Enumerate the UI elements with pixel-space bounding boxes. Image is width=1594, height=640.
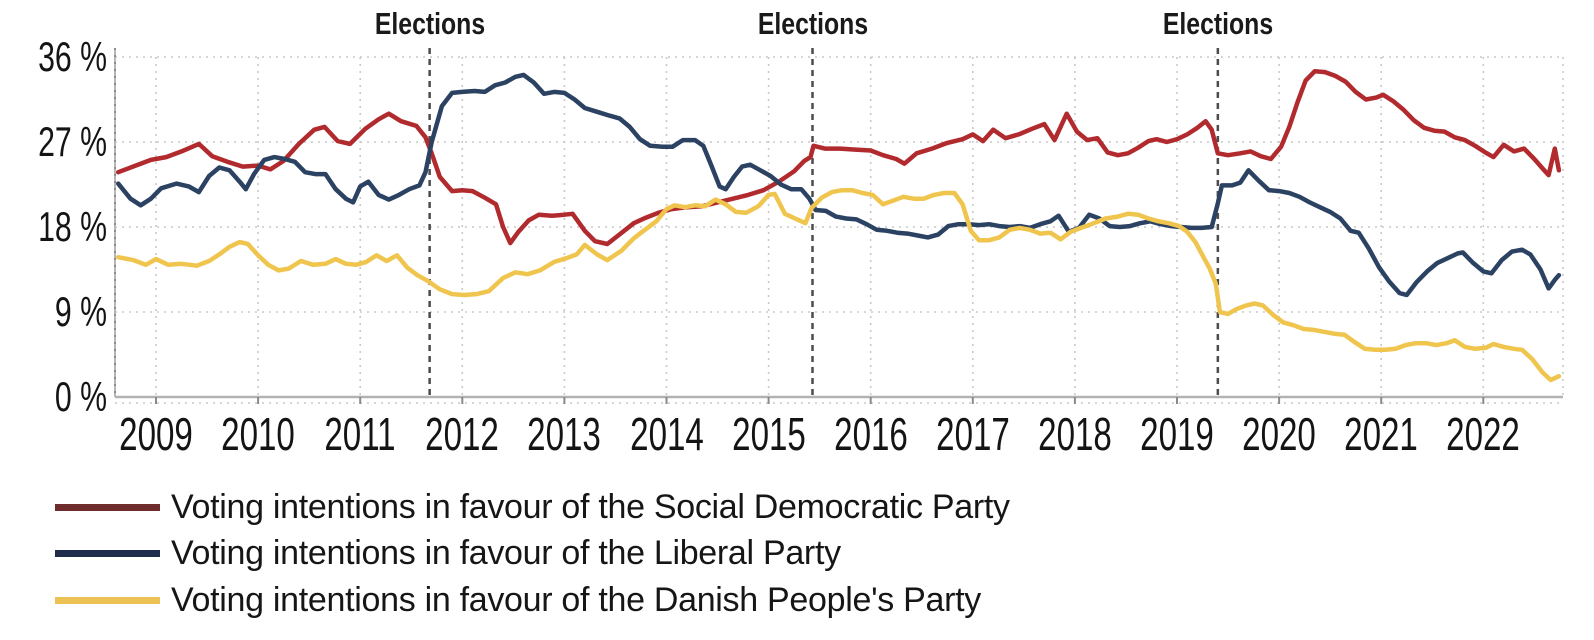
y-axis-tick-label: 0 %: [54, 373, 107, 420]
x-axis-tick-label: 2012: [425, 408, 500, 460]
y-axis-tick-label: 36 %: [38, 33, 107, 80]
election-label: Elections: [374, 6, 485, 41]
series-line-1: [115, 68, 1562, 247]
x-axis-tick-label: 2011: [324, 408, 396, 460]
x-axis-tick-label: 2018: [1038, 408, 1112, 460]
x-axis-tick-label: 2013: [527, 408, 602, 460]
legend-item-label: Voting intentions in favour of the Danis…: [171, 581, 981, 619]
x-axis-tick-label: 2019: [1140, 408, 1214, 460]
legend-line-swatch-danish-peoples: [55, 596, 160, 604]
legend-item: Voting intentions in favour of the Liber…: [55, 533, 841, 573]
legend-item: Voting intentions in favour of the Socia…: [55, 487, 1010, 527]
series-line-2: [115, 72, 1562, 298]
x-axis-tick-label: 2022: [1446, 408, 1521, 460]
legend-line-swatch-social-democratic: [55, 503, 160, 511]
plot-area: [114, 48, 1564, 404]
election-label: Elections: [1162, 6, 1273, 41]
y-axis-tick-label: 18 %: [38, 203, 107, 250]
x-axis-tick-label: 2010: [221, 408, 295, 460]
x-axis-tick-label: 2020: [1242, 408, 1316, 460]
series-line-3: [115, 187, 1562, 383]
x-axis-tick-label: 2021: [1344, 408, 1419, 460]
legend-item-label: Voting intentions in favour of the Liber…: [171, 534, 841, 572]
legend-line-swatch-liberal: [55, 549, 160, 557]
x-axis-tick-label: 2016: [833, 408, 908, 460]
x-axis-tick-label: 2017: [935, 408, 1010, 460]
legend-item: Voting intentions in favour of the Danis…: [55, 580, 981, 620]
x-axis-tick-label: 2015: [731, 408, 806, 460]
legend-item-label: Voting intentions in favour of the Socia…: [171, 488, 1010, 526]
x-axis-tick-label: 2014: [629, 408, 704, 460]
y-axis-tick-label: 27 %: [38, 118, 107, 165]
election-label: Elections: [757, 6, 868, 41]
y-axis-tick-label: 9 %: [54, 288, 107, 335]
x-axis-tick-label: 2009: [119, 408, 193, 460]
